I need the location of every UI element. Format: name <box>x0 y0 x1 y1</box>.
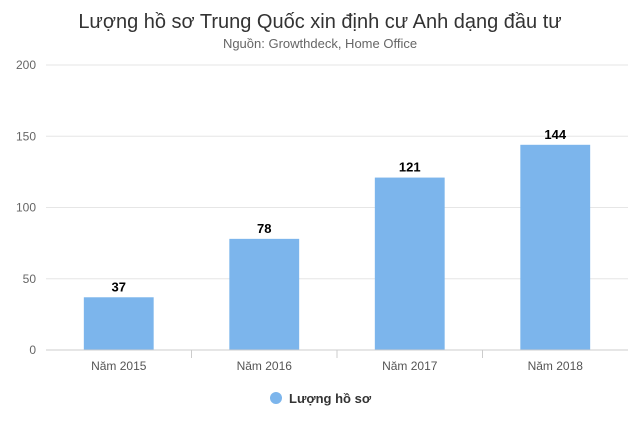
data-label: 121 <box>399 160 421 175</box>
bars <box>83 144 591 350</box>
bar[interactable] <box>83 297 154 350</box>
y-axis-ticks: 0 50 100 150 200 <box>16 58 36 357</box>
legend[interactable]: Lượng hồ sơ <box>270 391 372 406</box>
x-category-label: Năm 2016 <box>237 359 293 373</box>
y-tick-label: 0 <box>29 343 36 357</box>
x-category-label: Năm 2018 <box>528 359 584 373</box>
x-category-label: Năm 2017 <box>382 359 438 373</box>
x-axis-categories: Năm 2015 Năm 2016 Năm 2017 Năm 2018 <box>91 350 583 373</box>
data-label: 37 <box>112 279 126 294</box>
y-tick-label: 50 <box>23 272 37 286</box>
legend-marker <box>270 392 282 404</box>
data-labels: 37 78 121 144 <box>112 127 567 294</box>
y-tick-label: 100 <box>16 201 36 215</box>
bar[interactable] <box>520 144 591 350</box>
data-label: 144 <box>544 127 566 142</box>
bar[interactable] <box>374 177 445 350</box>
legend-label[interactable]: Lượng hồ sơ <box>289 391 372 406</box>
y-tick-label: 200 <box>16 58 36 72</box>
chart-subtitle: Nguồn: Growthdeck, Home Office <box>223 36 417 51</box>
data-label: 78 <box>257 221 271 236</box>
bar[interactable] <box>229 238 300 350</box>
y-tick-label: 150 <box>16 129 36 143</box>
chart-title: Lượng hồ sơ Trung Quốc xin định cư Anh d… <box>78 11 561 33</box>
x-category-label: Năm 2015 <box>91 359 147 373</box>
